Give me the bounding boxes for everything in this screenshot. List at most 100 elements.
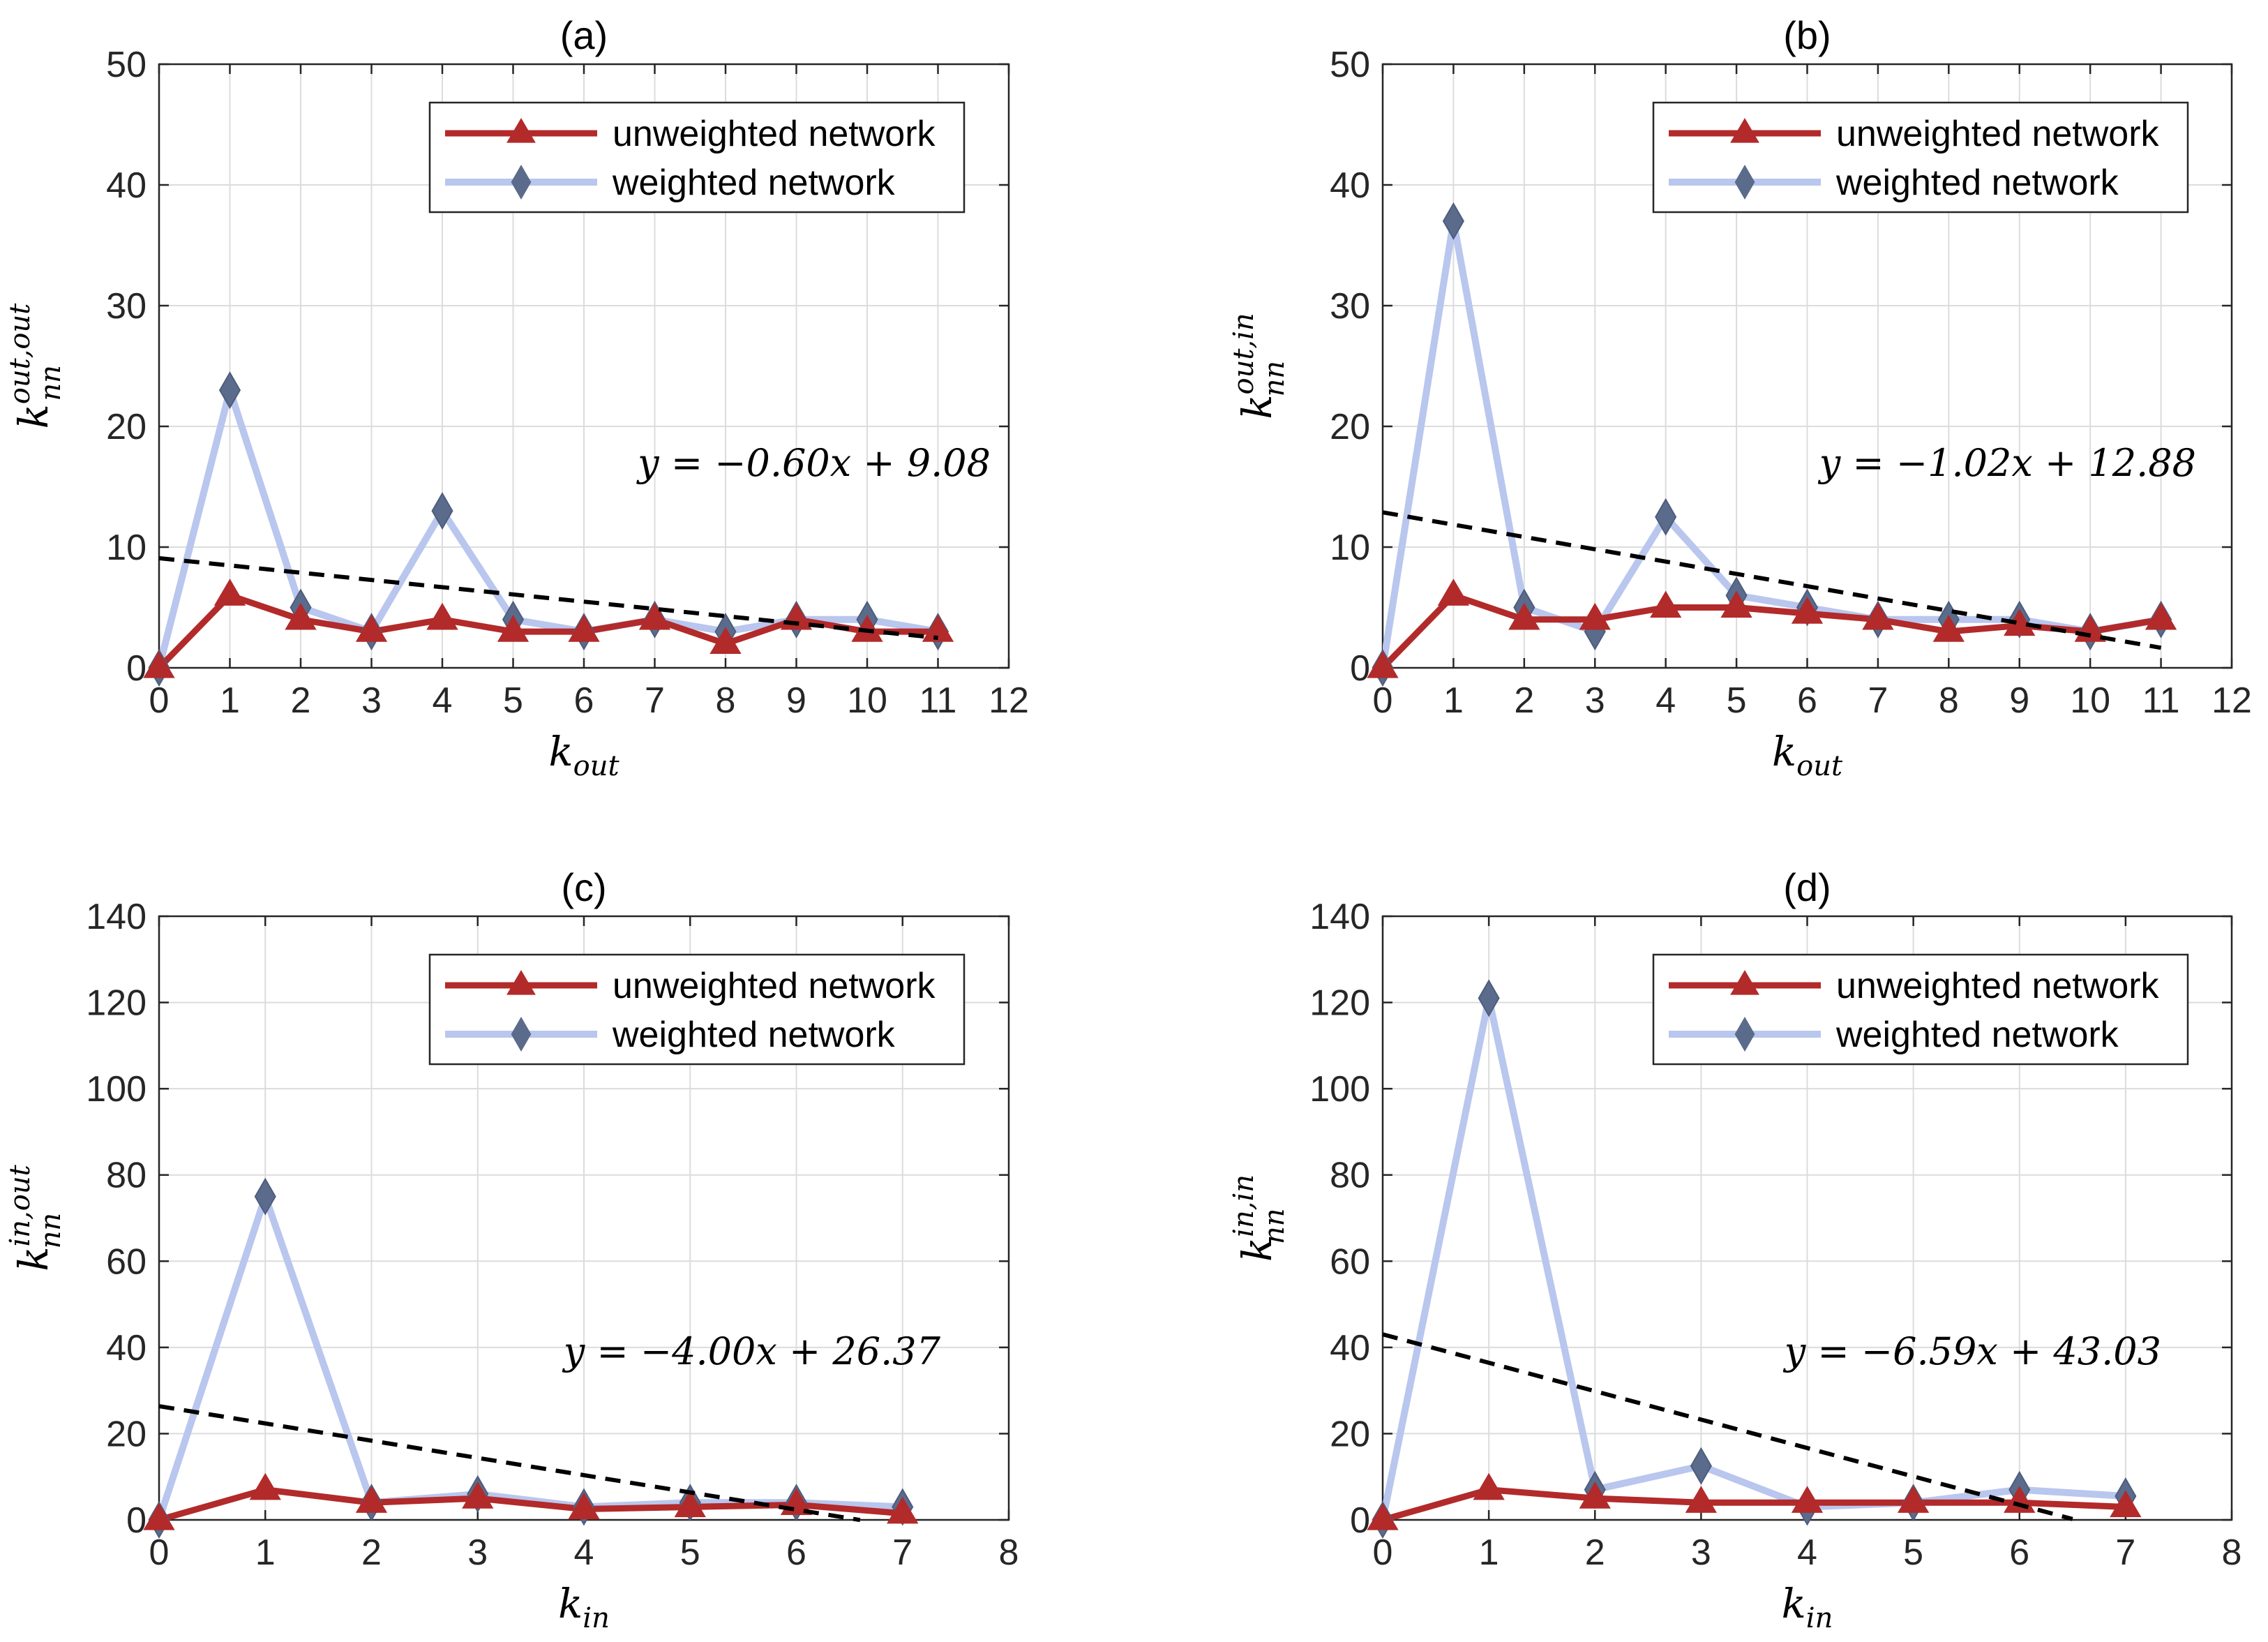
chart-title: (b) (1783, 13, 1831, 57)
series-line (159, 592, 938, 668)
x-axis-label: kout (1772, 728, 1843, 782)
x-tick-label: 7 (892, 1532, 913, 1573)
data-point-triangle (887, 1496, 919, 1524)
x-axis-label-base: k (548, 728, 573, 775)
data-point-triangle (497, 615, 530, 642)
y-tick-label: 0 (126, 1500, 147, 1541)
fit-equation-rhs: −6.59x + 43.03 (1861, 1329, 2161, 1373)
y-tick-label: 30 (1330, 286, 1370, 327)
y-tick-label: 40 (106, 1328, 147, 1368)
y-axis-label-base: k (1233, 395, 1281, 419)
legend-diamond-marker (1734, 165, 1755, 200)
chart-title: (d) (1783, 865, 1831, 909)
x-tick-label: 4 (1797, 1532, 1817, 1573)
data-point-diamond (254, 1177, 276, 1216)
data-point-diamond (1655, 498, 1677, 536)
x-axis-label-base: k (1772, 728, 1796, 775)
data-point-triangle (1862, 602, 1894, 630)
x-tick-label: 2 (1514, 680, 1534, 721)
y-axis-label-sup: out,in (1228, 313, 1260, 394)
fit-line (1382, 510, 2162, 650)
legend-label-unweighted: unweighted network (613, 966, 936, 1006)
legend-triangle-marker (1730, 118, 1759, 143)
data-point-triangle (1791, 597, 1824, 624)
data-point-triangle (1437, 579, 1470, 606)
x-tick-label: 6 (786, 1532, 806, 1573)
x-axis-label-sub: out (1796, 750, 1843, 782)
y-tick-label: 10 (106, 528, 147, 568)
legend: unweighted network weighted network (1652, 953, 2189, 1066)
y-axis-label: kin,outnn (4, 1164, 67, 1271)
y-axis-label-base: k (10, 404, 57, 428)
x-tick-label: 11 (2142, 680, 2180, 721)
x-tick-label: 2 (1585, 1532, 1605, 1573)
data-point-triangle (1897, 1486, 1930, 1513)
data-point-triangle (426, 602, 458, 630)
x-tick-label: 10 (847, 680, 887, 721)
fit-equation-lhs: y (1783, 1329, 1807, 1373)
y-axis-label-text: kin,outnn (4, 1164, 67, 1271)
data-point-triangle (462, 1481, 494, 1509)
fit-equation-rhs: −1.02x + 12.88 (1896, 441, 2196, 485)
data-point-diamond (1478, 979, 1500, 1017)
data-point-diamond (1442, 202, 1464, 240)
x-tick-label: 8 (999, 1532, 1019, 1573)
y-tick-label: 40 (1330, 165, 1370, 206)
y-tick-label: 20 (1330, 407, 1370, 447)
x-tick-label: 4 (574, 1532, 594, 1573)
fit-equation-eq: = (1840, 441, 1896, 485)
y-axis-label: kout,innn (1228, 313, 1291, 419)
fit-equation-lhs: y (636, 441, 660, 485)
series-unweighted (159, 1486, 903, 1520)
x-tick-label: 8 (1939, 680, 1959, 721)
y-tick-label: 120 (1309, 983, 1370, 1024)
data-point-diamond (218, 371, 241, 410)
x-axis-label: kout (548, 728, 619, 782)
x-tick-label: 5 (680, 1532, 700, 1573)
data-point-triangle (709, 627, 742, 655)
x-tick-label: 12 (2211, 680, 2252, 721)
x-tick-label: 7 (645, 680, 665, 721)
fit-equation: y = −1.02x + 12.88 (1818, 441, 2196, 485)
y-axis-label-sub: nn (1259, 361, 1291, 397)
y-tick-label: 30 (106, 286, 147, 327)
chart-title: (c) (561, 865, 606, 909)
panel-b: 0 1 2 3 4 5 6 7 8 9 10 11 1201020304050(b)koutkout,i… (1228, 13, 2252, 782)
data-point-triangle (1932, 615, 1965, 642)
data-point-triangle (143, 651, 175, 678)
series-weighted (1383, 994, 2126, 1520)
x-axis-label-base: k (558, 1580, 583, 1627)
fit-equation-eq: = (1805, 1329, 1861, 1373)
data-point-diamond (1690, 1447, 1712, 1485)
x-tick-label: 4 (433, 680, 453, 721)
series-line (1383, 1486, 2126, 1520)
x-tick-label: 10 (2070, 680, 2110, 721)
y-axis-label-text: kin,innn (1228, 1174, 1291, 1262)
legend-triangle-marker (1730, 970, 1759, 995)
markers-unweighted (143, 1472, 919, 1530)
data-point-diamond (431, 492, 453, 530)
x-tick-label: 12 (989, 680, 1029, 721)
data-point-triangle (568, 615, 600, 642)
x-axis-label-base: k (1782, 1580, 1806, 1627)
x-tick-label: 6 (2009, 1532, 2029, 1573)
data-point-triangle (568, 1492, 600, 1520)
legend-label-weighted: weighted network (612, 163, 896, 203)
fit-equation: y = −6.59x + 43.03 (1783, 1329, 2161, 1373)
data-point-triangle (1367, 651, 1399, 678)
y-tick-label: 100 (86, 1069, 147, 1110)
data-point-triangle (143, 1503, 175, 1530)
x-tick-label: 3 (467, 1532, 488, 1573)
legend-label-unweighted: unweighted network (613, 114, 936, 154)
data-point-triangle (249, 1472, 281, 1500)
y-tick-label: 140 (1309, 897, 1370, 937)
data-point-triangle (1579, 1481, 1611, 1509)
panel-a: 0 1 2 3 4 5 6 7 8 9 10 11 1201020304050(a)koutkout,o… (4, 13, 1029, 782)
x-tick-label: 0 (149, 680, 170, 721)
y-axis-label: kin,innn (1228, 1174, 1291, 1262)
x-tick-label: 1 (220, 680, 240, 721)
y-axis-label-sub: nn (35, 1213, 67, 1249)
data-point-triangle (674, 1490, 706, 1518)
x-tick-label: 7 (1868, 680, 1888, 721)
data-point-triangle (1579, 602, 1611, 630)
